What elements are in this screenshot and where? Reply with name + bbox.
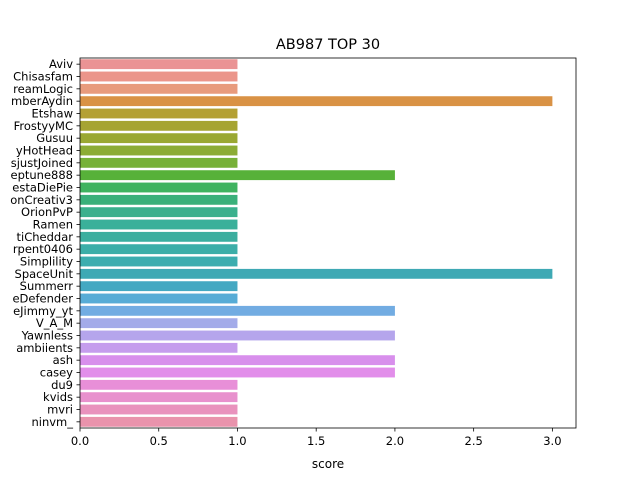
bar-10 <box>80 182 238 193</box>
y-tick-label: rpent0406 <box>13 242 73 256</box>
x-tick-label: 3.0 <box>543 434 561 448</box>
bar-20 <box>80 305 395 316</box>
plot-frame <box>79 57 577 429</box>
y-tick-label: tiCheddar <box>17 230 74 244</box>
y-tick-label: Ramen <box>33 218 73 232</box>
bar-5 <box>80 120 238 131</box>
y-tick-label: kvids <box>43 390 73 404</box>
y-tick-label: ambiients <box>16 341 73 355</box>
y-tick-label: mvri <box>47 403 73 417</box>
y-tick-label: Simplility <box>20 255 73 269</box>
bar-14 <box>80 231 238 242</box>
y-tick-label: eDefender <box>12 292 73 306</box>
chart-title: AB987 TOP 30 <box>276 37 380 53</box>
y-tick-label: eptune888 <box>11 168 74 182</box>
bar-16 <box>80 256 238 267</box>
bar-22 <box>80 330 395 341</box>
bar-9 <box>80 170 395 181</box>
y-tick-label: du9 <box>51 378 73 392</box>
y-tick-label: Summerr <box>20 279 74 293</box>
y-tick-label: mberAydin <box>11 94 73 108</box>
bar-2 <box>80 83 238 94</box>
bar-6 <box>80 133 238 144</box>
x-tick-label: 1.0 <box>228 434 246 448</box>
bar-21 <box>80 318 238 329</box>
y-tick-label: sjustJoined <box>11 156 73 170</box>
bar-25 <box>80 367 395 378</box>
y-tick-label: OrionPvP <box>21 205 73 219</box>
y-tick-label: SpaceUnit <box>15 267 74 281</box>
bar-15 <box>80 244 238 255</box>
bar-8 <box>80 157 238 168</box>
y-tick-label: onCreativ3 <box>10 193 73 207</box>
bar-27 <box>80 392 238 403</box>
bar-23 <box>80 342 238 353</box>
y-tick-label: reamLogic <box>13 82 73 96</box>
y-tick-labels: AvivChisasfamreamLogicmberAydinEtshawFro… <box>10 57 80 429</box>
x-tick-label: 2.0 <box>386 434 404 448</box>
y-tick-label: ash <box>53 353 73 367</box>
bar-12 <box>80 207 238 218</box>
x-axis-ticks: 0.0 0.5 1.0 1.5 2.0 2.5 3.0 <box>71 428 562 448</box>
y-tick-label: ninvm_ <box>31 415 73 429</box>
bar-11 <box>80 194 238 205</box>
bar-17 <box>80 268 553 279</box>
y-tick-label: Aviv <box>49 57 73 71</box>
y-tick-label: Yawnless <box>21 329 73 343</box>
bar-29 <box>80 416 238 427</box>
bar-4 <box>80 108 238 119</box>
x-axis-label: score <box>312 457 344 471</box>
bar-24 <box>80 355 395 366</box>
bar-26 <box>80 379 238 390</box>
y-tick-label: yHotHead <box>16 144 73 158</box>
y-tick-label: Gusuu <box>36 131 73 145</box>
bars-group <box>80 59 553 427</box>
y-tick-label: Chisasfam <box>13 70 73 84</box>
bar-1 <box>80 71 238 82</box>
y-tick-label: FrostyyMC <box>14 119 73 133</box>
bar-19 <box>80 293 238 304</box>
bar-28 <box>80 404 238 415</box>
x-tick-label: 0.0 <box>71 434 89 448</box>
y-tick-label: casey <box>40 366 73 380</box>
y-tick-label: eJimmy_yt <box>13 304 73 318</box>
y-tick-label: Etshaw <box>31 107 73 121</box>
x-tick-label: 1.5 <box>307 434 325 448</box>
bar-13 <box>80 219 238 230</box>
bar-0 <box>80 59 238 70</box>
y-tick-label: V_A_M <box>36 316 73 330</box>
x-tick-label: 0.5 <box>150 434 168 448</box>
x-tick-label: 2.5 <box>465 434 483 448</box>
bar-18 <box>80 281 238 292</box>
bar-3 <box>80 96 553 107</box>
bar-7 <box>80 145 238 156</box>
y-tick-label: estaDiePie <box>12 181 73 195</box>
